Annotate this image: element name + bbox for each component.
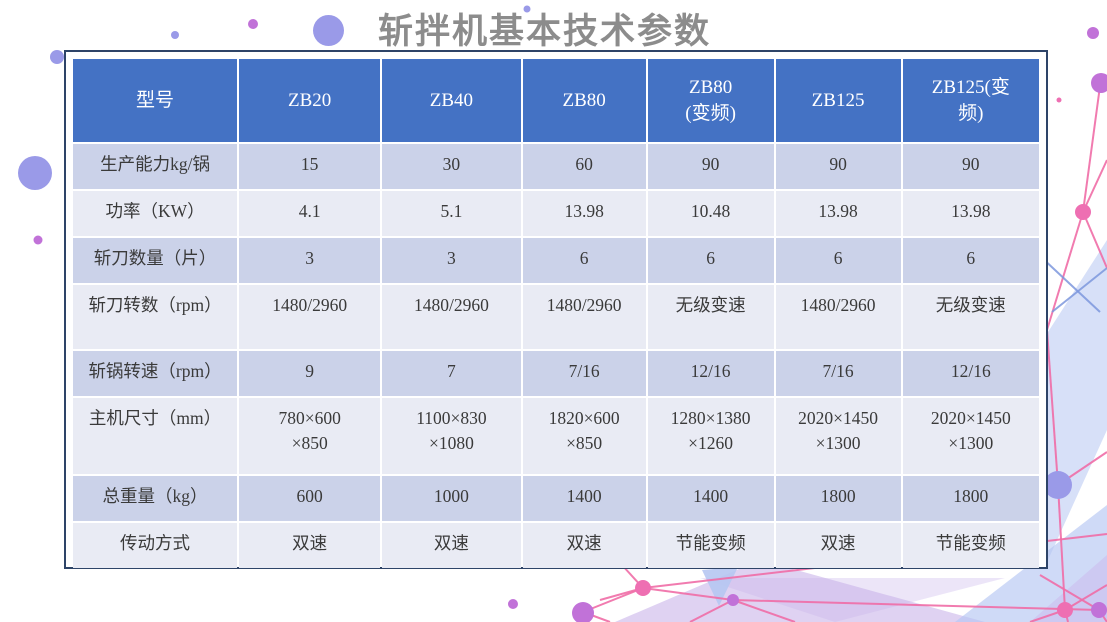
table-cell: 双速 xyxy=(775,523,901,568)
table-cell: 1480/2960 xyxy=(239,285,381,349)
table-cell: 6 xyxy=(647,238,774,283)
table-cell: 1400 xyxy=(647,476,774,521)
row-label: 功率（KW） xyxy=(73,191,238,236)
table-cell: 1000 xyxy=(382,476,521,521)
table-cell: 12/16 xyxy=(902,351,1039,396)
table-cell: 3 xyxy=(382,238,521,283)
table-cell: 4.1 xyxy=(239,191,381,236)
table-header-row: 型号 ZB20 ZB40 ZB80 ZB80 (变频) ZB125 ZB125(… xyxy=(73,59,1039,142)
table-cell: 1480/2960 xyxy=(775,285,901,349)
table-cell: 1820×600 ×850 xyxy=(522,398,646,474)
decorative-dots xyxy=(18,5,1107,622)
page-title: 斩拌机基本技术参数 xyxy=(378,12,712,51)
header-cell-zb125: ZB125 xyxy=(775,59,901,142)
table-cell: 节能变频 xyxy=(902,523,1039,568)
table-row-power: 功率（KW） 4.1 5.1 13.98 10.48 13.98 13.98 xyxy=(73,191,1039,236)
row-label: 斩刀数量（片） xyxy=(73,238,238,283)
table-cell: 节能变频 xyxy=(647,523,774,568)
table-cell: 7/16 xyxy=(775,351,901,396)
table-cell: 1480/2960 xyxy=(382,285,521,349)
row-label: 生产能力kg/锅 xyxy=(73,144,238,189)
title-bar: 斩拌机基本技术参数 xyxy=(0,0,1107,51)
table-cell: 无级变速 xyxy=(647,285,774,349)
table-cell: 无级变速 xyxy=(902,285,1039,349)
table-cell: 3 xyxy=(239,238,381,283)
table-cell: 7 xyxy=(382,351,521,396)
row-label: 斩锅转速（rpm） xyxy=(73,351,238,396)
table-cell: 13.98 xyxy=(902,191,1039,236)
row-label: 总重量（kg） xyxy=(73,476,238,521)
table-row-capacity: 生产能力kg/锅 15 30 60 90 90 90 xyxy=(73,144,1039,189)
table-cell: 双速 xyxy=(382,523,521,568)
table-cell: 1100×830 ×1080 xyxy=(382,398,521,474)
table-cell: 双速 xyxy=(239,523,381,568)
table-row-dimensions: 主机尺寸（mm） 780×600 ×850 1100×830 ×1080 182… xyxy=(73,398,1039,474)
table-cell: 600 xyxy=(239,476,381,521)
table-cell: 双速 xyxy=(522,523,646,568)
spec-table-frame: 型号 ZB20 ZB40 ZB80 ZB80 (变频) ZB125 ZB125(… xyxy=(64,50,1048,569)
table-cell: 1280×1380 ×1260 xyxy=(647,398,774,474)
table-cell: 2020×1450 ×1300 xyxy=(902,398,1039,474)
header-cell-zb80: ZB80 xyxy=(522,59,646,142)
table-cell: 6 xyxy=(775,238,901,283)
table-cell: 13.98 xyxy=(775,191,901,236)
table-cell: 1800 xyxy=(902,476,1039,521)
table-cell: 90 xyxy=(647,144,774,189)
row-label: 传动方式 xyxy=(73,523,238,568)
table-cell: 1400 xyxy=(522,476,646,521)
header-cell-zb80-vfd: ZB80 (变频) xyxy=(647,59,774,142)
spec-table: 型号 ZB20 ZB40 ZB80 ZB80 (变频) ZB125 ZB125(… xyxy=(71,57,1041,570)
table-row-blade-speed: 斩刀转数（rpm） 1480/2960 1480/2960 1480/2960 … xyxy=(73,285,1039,349)
table-cell: 12/16 xyxy=(647,351,774,396)
header-cell-model: 型号 xyxy=(73,59,238,142)
table-cell: 1480/2960 xyxy=(522,285,646,349)
table-row-blade-count: 斩刀数量（片） 3 3 6 6 6 6 xyxy=(73,238,1039,283)
table-cell: 60 xyxy=(522,144,646,189)
table-cell: 780×600 ×850 xyxy=(239,398,381,474)
table-cell: 90 xyxy=(775,144,901,189)
table-cell: 15 xyxy=(239,144,381,189)
title-bullet-circle-icon xyxy=(313,15,344,46)
table-cell: 6 xyxy=(522,238,646,283)
table-cell: 2020×1450 ×1300 xyxy=(775,398,901,474)
header-cell-zb20: ZB20 xyxy=(239,59,381,142)
table-cell: 6 xyxy=(902,238,1039,283)
table-cell: 5.1 xyxy=(382,191,521,236)
row-label: 斩刀转数（rpm） xyxy=(73,285,238,349)
row-label: 主机尺寸（mm） xyxy=(73,398,238,474)
table-cell: 13.98 xyxy=(522,191,646,236)
header-cell-zb125-vfd: ZB125(变 频) xyxy=(902,59,1039,142)
table-cell: 30 xyxy=(382,144,521,189)
table-cell: 90 xyxy=(902,144,1039,189)
table-row-weight: 总重量（kg） 600 1000 1400 1400 1800 1800 xyxy=(73,476,1039,521)
table-cell: 7/16 xyxy=(522,351,646,396)
table-row-bowl-speed: 斩锅转速（rpm） 9 7 7/16 12/16 7/16 12/16 xyxy=(73,351,1039,396)
table-cell: 9 xyxy=(239,351,381,396)
table-cell: 10.48 xyxy=(647,191,774,236)
table-row-transmission: 传动方式 双速 双速 双速 节能变频 双速 节能变频 xyxy=(73,523,1039,568)
table-cell: 1800 xyxy=(775,476,901,521)
header-cell-zb40: ZB40 xyxy=(382,59,521,142)
